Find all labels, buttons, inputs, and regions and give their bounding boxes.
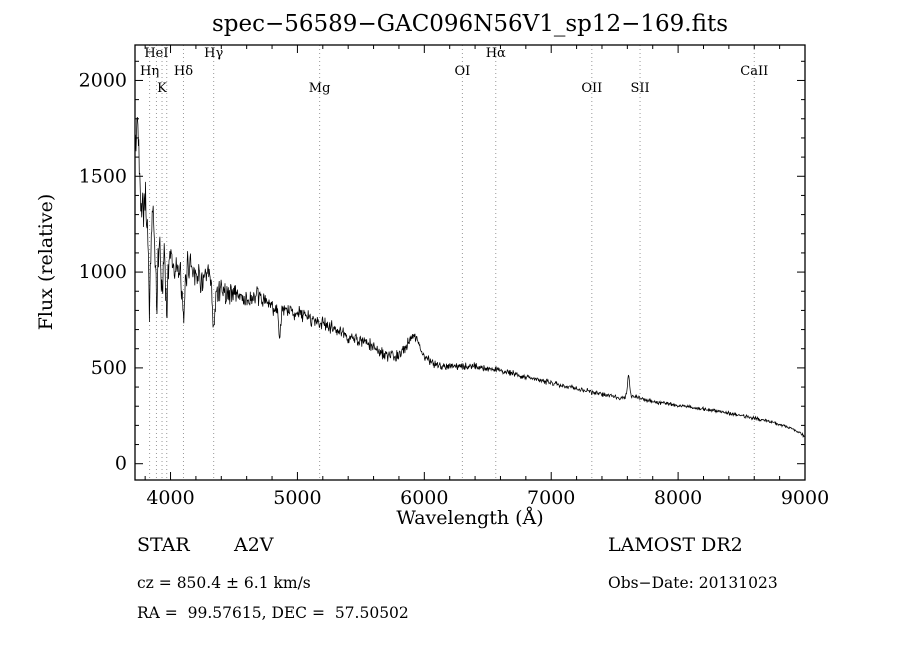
y-tick-label: 0 (115, 453, 127, 475)
x-tick-label: 8000 (654, 487, 702, 509)
obs-date-value: Obs−Date: 20131023 (608, 574, 778, 592)
spectral-line-label: Mg (309, 81, 331, 96)
spectral-line-label: HeI (144, 46, 168, 61)
coordinates-value: RA = 99.57615, DEC = 57.50502 (137, 604, 409, 622)
spectrum-trace (135, 116, 805, 439)
spectral-line-label: OI (454, 64, 470, 79)
object-subclass-label: A2V (233, 534, 274, 556)
x-tick-label: 7000 (527, 487, 575, 509)
spectral-line-label: Hγ (204, 46, 223, 61)
survey-label: LAMOST DR2 (608, 534, 743, 556)
x-tick-label: 6000 (400, 487, 448, 509)
cz-value: cz = 850.4 ± 6.1 km/s (137, 574, 311, 592)
y-tick-label: 2000 (79, 69, 127, 91)
x-tick-label: 5000 (273, 487, 321, 509)
spectral-line-label: CaII (740, 64, 768, 79)
axis-ticks-group: 4000 5000 6000 7000 8000 9000 0 500 1000 1500 2000 (79, 45, 829, 509)
spectral-line-label: Hδ (174, 64, 193, 79)
spectral-line-label: OII (581, 81, 602, 96)
spectral-line-label: SII (630, 81, 649, 96)
spectral-line-label: K (157, 81, 167, 96)
object-class-label: STAR (137, 534, 190, 556)
spectral-line-label: Hη (140, 64, 159, 79)
y-tick-label: 1500 (79, 165, 127, 187)
y-tick-label: 500 (91, 357, 127, 379)
x-tick-label: 4000 (146, 487, 194, 509)
y-tick-label: 1000 (79, 261, 127, 283)
plot-border (134, 44, 806, 481)
x-axis-label: Wavelength (Å) (396, 507, 543, 529)
spectral-line-label: Hα (486, 46, 506, 61)
page-title: spec−56589−GAC096N56V1_sp12−169.fits (212, 11, 728, 37)
x-tick-label: 9000 (781, 487, 829, 509)
y-axis-label: Flux (relative) (35, 194, 57, 331)
spectral-lines-group: Hη HeI K Hδ Hγ Mg OI Hα OII SII CaII (140, 45, 768, 480)
